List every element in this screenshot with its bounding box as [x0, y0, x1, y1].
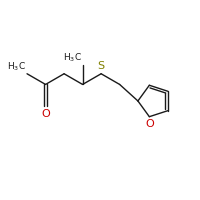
Text: O: O: [41, 109, 50, 119]
Text: S: S: [98, 61, 105, 71]
Text: O: O: [145, 119, 154, 129]
Text: H$_3$C: H$_3$C: [7, 60, 26, 73]
Text: H$_3$C: H$_3$C: [63, 52, 82, 64]
